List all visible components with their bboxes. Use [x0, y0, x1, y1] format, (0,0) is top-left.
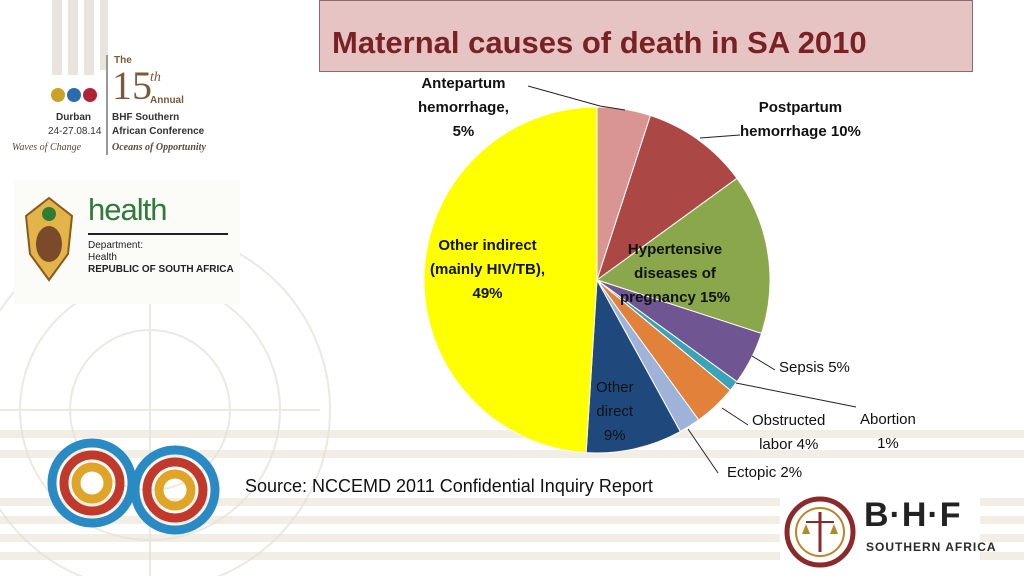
bhf-letters: B·H·F	[864, 496, 962, 534]
bhf-emblem-icon	[784, 496, 856, 568]
conference-suffix: th	[150, 70, 161, 85]
label-hypertensive: Hypertensive diseases of pregnancy 15%	[620, 241, 731, 306]
slide-title: Maternal causes of death in SA 2010	[332, 25, 867, 60]
leader-antepartum	[527, 85, 626, 111]
health-line1: Department:	[88, 240, 144, 251]
pie-slice-hypertensive-diseases-of-pregnancy	[595, 177, 771, 335]
health-line3: REPUBLIC OF SOUTH AFRICA	[88, 264, 234, 275]
conference-dots-icon	[51, 88, 97, 102]
coat-of-arms-icon	[24, 196, 74, 282]
leader-ectopic	[687, 428, 719, 474]
health-wordmark: health	[88, 192, 167, 227]
leader-postpartum	[699, 134, 741, 139]
waves-logo-icon	[47, 438, 220, 535]
leader-lines	[527, 85, 857, 474]
conference-number: 15	[112, 63, 152, 108]
label-ectopic: Ectopic 2%	[727, 464, 803, 481]
label-abortion: Abortion 1%	[860, 411, 916, 452]
source-note: Source: NCCEMD 2011 Confidential Inquiry…	[245, 476, 653, 496]
conference-dates: 24-27.08.14	[48, 126, 102, 137]
pie-slice-other-indirect-mainly-hiv-tb	[423, 106, 598, 454]
conference-org-line2: African Conference	[112, 126, 205, 137]
conference-city: Durban	[56, 112, 91, 123]
conference-org-line1: BHF Southern	[112, 112, 180, 123]
bhf-subtitle: SOUTHERN AFRICA	[866, 540, 997, 554]
leader-abortion	[735, 382, 857, 408]
title-box: Maternal causes of death in SA 2010	[319, 0, 973, 72]
leader-sepsis	[751, 355, 776, 371]
bhf-logo: B·H·F SOUTHERN AFRICA	[780, 492, 996, 572]
conference-the: The	[114, 55, 132, 66]
label-postpartum: Postpartum hemorrhage 10%	[740, 99, 861, 140]
pie-slice-postpartum-hemorrhage	[596, 114, 738, 282]
conference-tagline-right: Oceans of Opportunity	[112, 142, 206, 153]
label-other-direct: Other direct 9%	[596, 379, 634, 444]
health-divider	[88, 233, 228, 235]
pie-slices	[423, 106, 771, 454]
pie-slice-other-direct	[585, 278, 682, 454]
label-antepartum: Antepartum hemorrhage, 5%	[418, 75, 509, 140]
label-obstructed: Obstructed labor 4%	[752, 412, 826, 453]
label-other-indirect: Other indirect (mainly HIV/TB), 49%	[430, 237, 546, 302]
conference-annual: Annual	[150, 95, 184, 106]
conference-divider	[106, 55, 108, 155]
leader-obstructed	[721, 407, 749, 426]
conference-tagline-left: Waves of Change	[12, 142, 82, 153]
label-sepsis: Sepsis 5%	[779, 359, 850, 376]
health-line2: Health	[88, 252, 117, 263]
health-department-logo: health Department: Health REPUBLIC OF SO…	[14, 180, 240, 304]
